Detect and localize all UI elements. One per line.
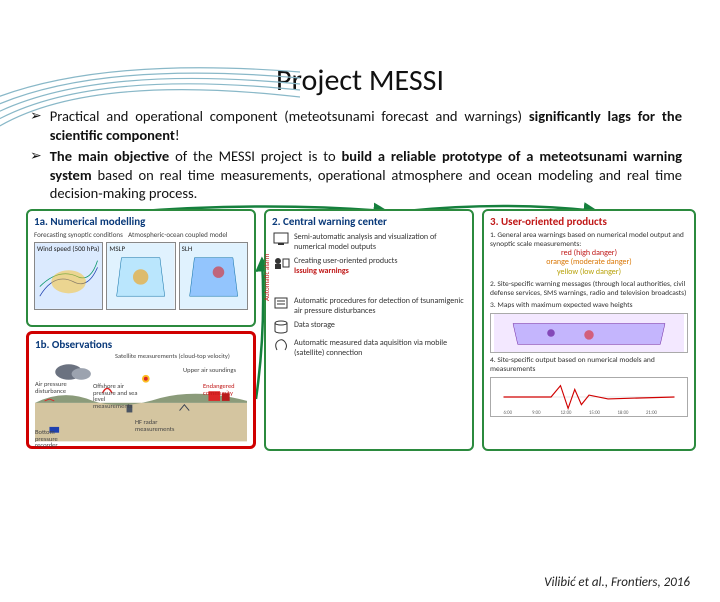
- bullet-item: ➢ The main objective of the MESSI projec…: [30, 147, 682, 204]
- bullet-text: Practical and operational component (met…: [50, 107, 682, 145]
- panel-user-products: 3. User-oriented products 1. General are…: [482, 209, 696, 451]
- slide-title: Project MESSI: [0, 62, 720, 99]
- svg-text:12:00: 12:00: [561, 410, 572, 416]
- svg-text:15:00: 15:00: [589, 410, 600, 416]
- svg-text:6:00: 6:00: [504, 410, 513, 416]
- svg-text:18:00: 18:00: [618, 410, 629, 416]
- timeseries-chart: 6:00 9:00 12:00 15:00 18:00 21:00: [490, 377, 688, 417]
- wave-map-chart: [490, 313, 688, 353]
- prod-item-4: 4. Site-specific output based on numeric…: [490, 356, 688, 374]
- bullet-marker: ➢: [30, 147, 42, 165]
- panel-title: 3. User-oriented products: [490, 215, 688, 228]
- svg-text:9:00: 9:00: [532, 410, 541, 416]
- bullet-text: The main objective of the MESSI project …: [50, 147, 682, 204]
- panel1a-col2-label: Atmospheric-ocean coupled model: [128, 230, 248, 239]
- panel1a-col1-label: Forecasting synoptic conditions: [34, 230, 126, 239]
- panel-title: 1b. Observations: [35, 338, 247, 351]
- panel-central-warning: 2. Central warning center Semi-automatic…: [264, 209, 474, 451]
- bullet-item: ➢ Practical and operational component (m…: [30, 107, 682, 145]
- mini-map-slh: SLH: [179, 242, 248, 310]
- svg-text:21:00: 21:00: [646, 410, 657, 416]
- prod-item-1: 1. General area warnings based on numeri…: [490, 231, 688, 277]
- mini-map-wind: Wind speed (500 hPa): [34, 242, 103, 310]
- panel-title: 1a. Numerical modelling: [34, 215, 248, 228]
- citation: Vilibić et al., Frontiers, 2016: [544, 575, 690, 590]
- mini-map-mslp: MSLP: [106, 242, 175, 310]
- bullet-list: ➢ Practical and operational component (m…: [0, 107, 720, 203]
- prod-item-2: 2. Site-specific warning messages (throu…: [490, 280, 688, 298]
- bullet-marker: ➢: [30, 107, 42, 125]
- panel-observations: 1b. Observations Satellite measurements …: [26, 331, 256, 449]
- prod-item-3: 3. Maps with maximum expected wave heigh…: [490, 301, 688, 310]
- panel-numerical-modelling: 1a. Numerical modelling Forecasting syno…: [26, 209, 256, 327]
- panel-title: 2. Central warning center: [272, 215, 466, 228]
- diagram: 1a. Numerical modelling Forecasting syno…: [26, 209, 694, 455]
